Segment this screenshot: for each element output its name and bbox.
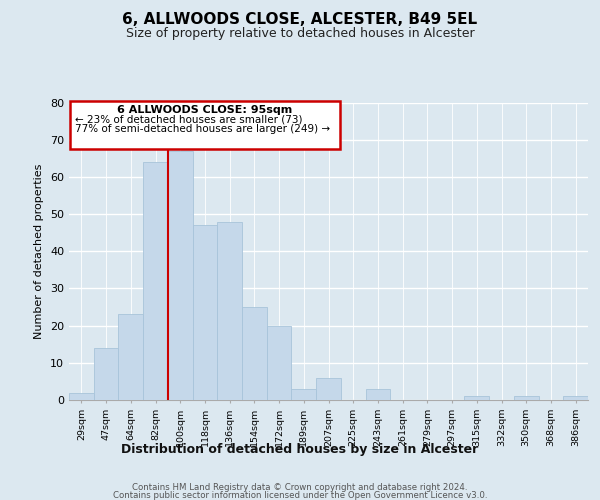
Bar <box>563 396 588 400</box>
Bar <box>168 151 193 400</box>
Bar <box>464 396 489 400</box>
Y-axis label: Number of detached properties: Number of detached properties <box>34 164 44 339</box>
Text: 6 ALLWOODS CLOSE: 95sqm: 6 ALLWOODS CLOSE: 95sqm <box>118 106 293 116</box>
Text: Distribution of detached houses by size in Alcester: Distribution of detached houses by size … <box>121 442 479 456</box>
FancyBboxPatch shape <box>70 100 340 149</box>
Text: Contains HM Land Registry data © Crown copyright and database right 2024.: Contains HM Land Registry data © Crown c… <box>132 482 468 492</box>
Bar <box>242 307 267 400</box>
Bar <box>118 314 143 400</box>
Text: 6, ALLWOODS CLOSE, ALCESTER, B49 5EL: 6, ALLWOODS CLOSE, ALCESTER, B49 5EL <box>122 12 478 28</box>
Text: Size of property relative to detached houses in Alcester: Size of property relative to detached ho… <box>125 28 475 40</box>
Text: ← 23% of detached houses are smaller (73): ← 23% of detached houses are smaller (73… <box>75 114 302 124</box>
Bar <box>143 162 168 400</box>
Bar <box>365 389 390 400</box>
Bar <box>267 326 292 400</box>
Bar <box>94 348 118 400</box>
Bar <box>69 392 94 400</box>
Text: Contains public sector information licensed under the Open Government Licence v3: Contains public sector information licen… <box>113 491 487 500</box>
Bar <box>514 396 539 400</box>
Bar <box>193 225 217 400</box>
Text: 77% of semi-detached houses are larger (249) →: 77% of semi-detached houses are larger (… <box>75 124 331 134</box>
Bar <box>292 389 316 400</box>
Bar <box>217 222 242 400</box>
Bar <box>316 378 341 400</box>
